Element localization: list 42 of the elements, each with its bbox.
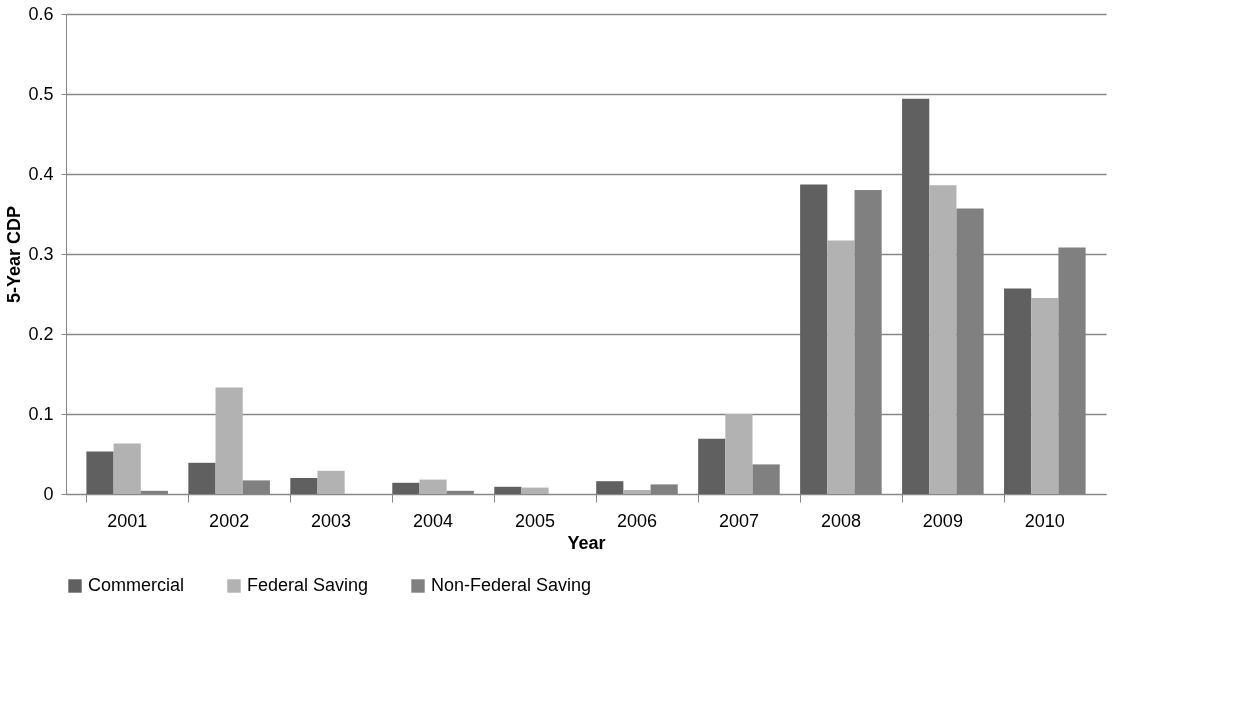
y-tick-label: 0.6 (28, 3, 54, 24)
y-tick-label: 0.4 (28, 163, 54, 184)
x-tick-label: 2008 (820, 510, 861, 531)
bar (494, 486, 522, 494)
x-tick-label: 2002 (209, 510, 250, 531)
x-tick-label: 2007 (718, 510, 759, 531)
legend-label: Federal Saving (247, 575, 369, 595)
x-tick-label: 2004 (413, 510, 454, 531)
bar (902, 98, 930, 494)
y-tick-label: 0 (43, 483, 54, 504)
bar (521, 487, 549, 494)
bar (596, 481, 624, 494)
bar (827, 240, 855, 494)
y-tick-label: 0.2 (28, 323, 54, 344)
bar (392, 482, 420, 494)
x-tick-label: 2003 (311, 510, 352, 531)
bar (623, 490, 651, 494)
x-tick-label: 2010 (1024, 510, 1065, 531)
bar (1031, 298, 1059, 494)
bar (725, 414, 753, 494)
x-tick-label: 2001 (107, 510, 148, 531)
bar (929, 185, 957, 494)
y-tick-label: 0.3 (28, 243, 54, 264)
y-tick-label: 0.5 (28, 83, 54, 104)
bar (113, 443, 141, 494)
bar (800, 184, 828, 494)
bar (317, 470, 345, 494)
y-tick-label: 0.1 (28, 403, 54, 424)
y-axis-title: 5-Year CDP (4, 205, 25, 304)
bar (188, 462, 216, 494)
bar (290, 478, 318, 494)
bar (698, 438, 726, 494)
bar (419, 479, 447, 494)
bar (86, 451, 114, 494)
legend-label: Non-Federal Saving (431, 575, 592, 595)
x-tick-label: 2009 (922, 510, 963, 531)
bar (215, 387, 243, 494)
bar (1004, 288, 1032, 494)
x-axis-title: Year (567, 532, 606, 553)
x-tick-label: 2006 (616, 510, 657, 531)
legend-label: Commercial (88, 575, 185, 595)
x-tick-label: 2005 (515, 510, 556, 531)
